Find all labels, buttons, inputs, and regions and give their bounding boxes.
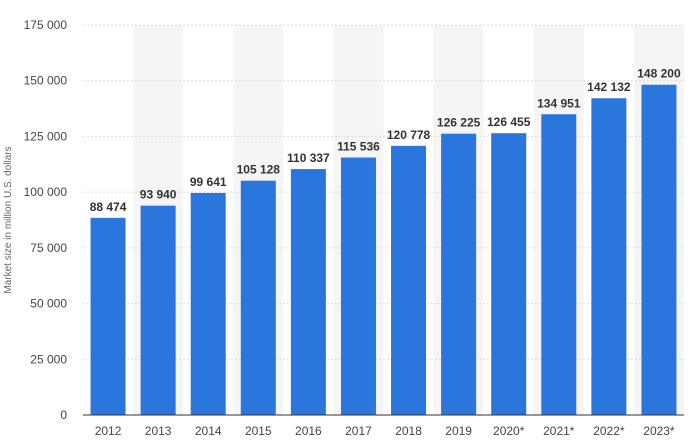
x-tick-label: 2019 <box>445 424 472 438</box>
y-tick-label: 125 000 <box>24 129 68 143</box>
x-tick-label: 2015 <box>245 424 272 438</box>
x-tick-label: 2022* <box>593 424 625 438</box>
data-label: 93 940 <box>140 188 177 202</box>
y-axis-tick-labels: 0 25 000 50 000 75 000 100 000 125 000 150 000… <box>24 18 68 422</box>
bar[interactable] <box>641 84 677 416</box>
data-label: 115 536 <box>337 140 380 154</box>
data-label: 126 455 <box>487 115 531 129</box>
bar[interactable] <box>140 205 176 415</box>
bar[interactable] <box>90 217 126 415</box>
bar[interactable] <box>491 133 527 415</box>
data-label: 120 778 <box>387 128 431 142</box>
bar[interactable] <box>240 180 276 415</box>
bars <box>90 84 677 416</box>
bar[interactable] <box>190 192 226 415</box>
bar[interactable] <box>290 169 326 415</box>
x-axis-tick-labels: 2012 2013 2014 2015 2016 2017 2018 2019 2020* 202… <box>95 424 675 438</box>
x-tick-label: 2017 <box>345 424 372 438</box>
data-label: 110 337 <box>287 151 330 165</box>
x-tick-label: 2016 <box>295 424 322 438</box>
y-axis-title: Market size in million U.S. dollars <box>3 146 14 293</box>
x-tick-label: 2021* <box>543 424 575 438</box>
x-tick-label: 2014 <box>195 424 222 438</box>
bar[interactable] <box>391 145 427 416</box>
y-tick-label: 175 000 <box>24 18 68 32</box>
x-tick-label: 2023* <box>643 424 675 438</box>
gridlines <box>83 24 684 360</box>
bar[interactable] <box>441 133 477 415</box>
x-tick-label: 2012 <box>95 424 122 438</box>
data-label: 105 128 <box>237 163 281 177</box>
data-label: 99 641 <box>190 175 227 189</box>
bar[interactable] <box>541 114 577 415</box>
x-tick-label: 2020* <box>493 424 525 438</box>
y-tick-label: 150 000 <box>24 74 68 88</box>
data-label: 88 474 <box>90 200 127 214</box>
x-tick-label: 2013 <box>145 424 172 438</box>
x-tick-label: 2018 <box>395 424 422 438</box>
data-label: 126 225 <box>437 116 481 130</box>
data-label: 148 200 <box>637 67 681 81</box>
y-tick-label: 100 000 <box>24 185 68 199</box>
data-labels: 88 474 93 940 99 641 105 128 110 337 115 536 1… <box>90 67 681 214</box>
data-label: 134 951 <box>537 96 581 110</box>
bar[interactable] <box>340 157 376 415</box>
y-tick-label: 50 000 <box>30 297 67 311</box>
y-tick-label: 75 000 <box>30 241 67 255</box>
bar[interactable] <box>591 98 627 415</box>
data-label: 142 132 <box>587 80 631 94</box>
y-tick-label: 25 000 <box>30 352 67 366</box>
y-tick-label: 0 <box>60 408 67 422</box>
